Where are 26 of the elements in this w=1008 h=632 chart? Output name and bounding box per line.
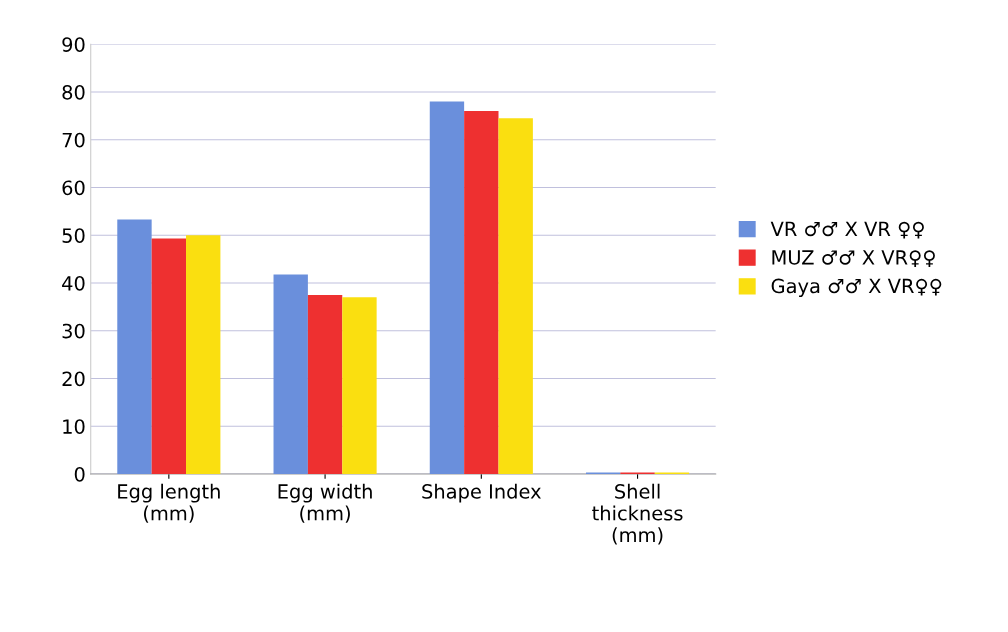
y-tick-label: 50	[62, 228, 85, 243]
bar	[429, 101, 465, 474]
y-tick-label: 0	[74, 466, 85, 482]
bar	[464, 111, 499, 474]
bar	[117, 219, 152, 474]
y-tick-label: 80	[62, 84, 85, 100]
legend-label: MUZ ♂♂ X VR♀♀	[772, 250, 935, 267]
bar	[498, 118, 533, 474]
legend-label: VR ♂♂ X VR ♀♀	[770, 221, 924, 239]
y-tick-label: 30	[62, 323, 85, 339]
x-tick-label: Shape Index	[422, 483, 541, 503]
bar	[186, 235, 221, 474]
bar	[307, 294, 343, 474]
y-tick-label: 10	[63, 419, 85, 434]
bar	[273, 274, 308, 474]
y-tick-label: 20	[62, 371, 85, 387]
x-tick-label: Shell thickness (mm)	[592, 483, 683, 545]
y-tick-label: 60	[62, 180, 85, 196]
y-tick-label: 90	[62, 37, 85, 52]
y-tick-label: 40	[62, 275, 85, 291]
y-tick-label: 70	[62, 132, 85, 148]
bar	[342, 297, 377, 474]
x-tick-label: Egg length (mm)	[118, 483, 220, 523]
x-tick-label: Egg width (mm)	[278, 483, 372, 523]
bar	[151, 238, 187, 474]
legend-label: Gaya ♂♂ X VR♀♀	[771, 278, 942, 298]
